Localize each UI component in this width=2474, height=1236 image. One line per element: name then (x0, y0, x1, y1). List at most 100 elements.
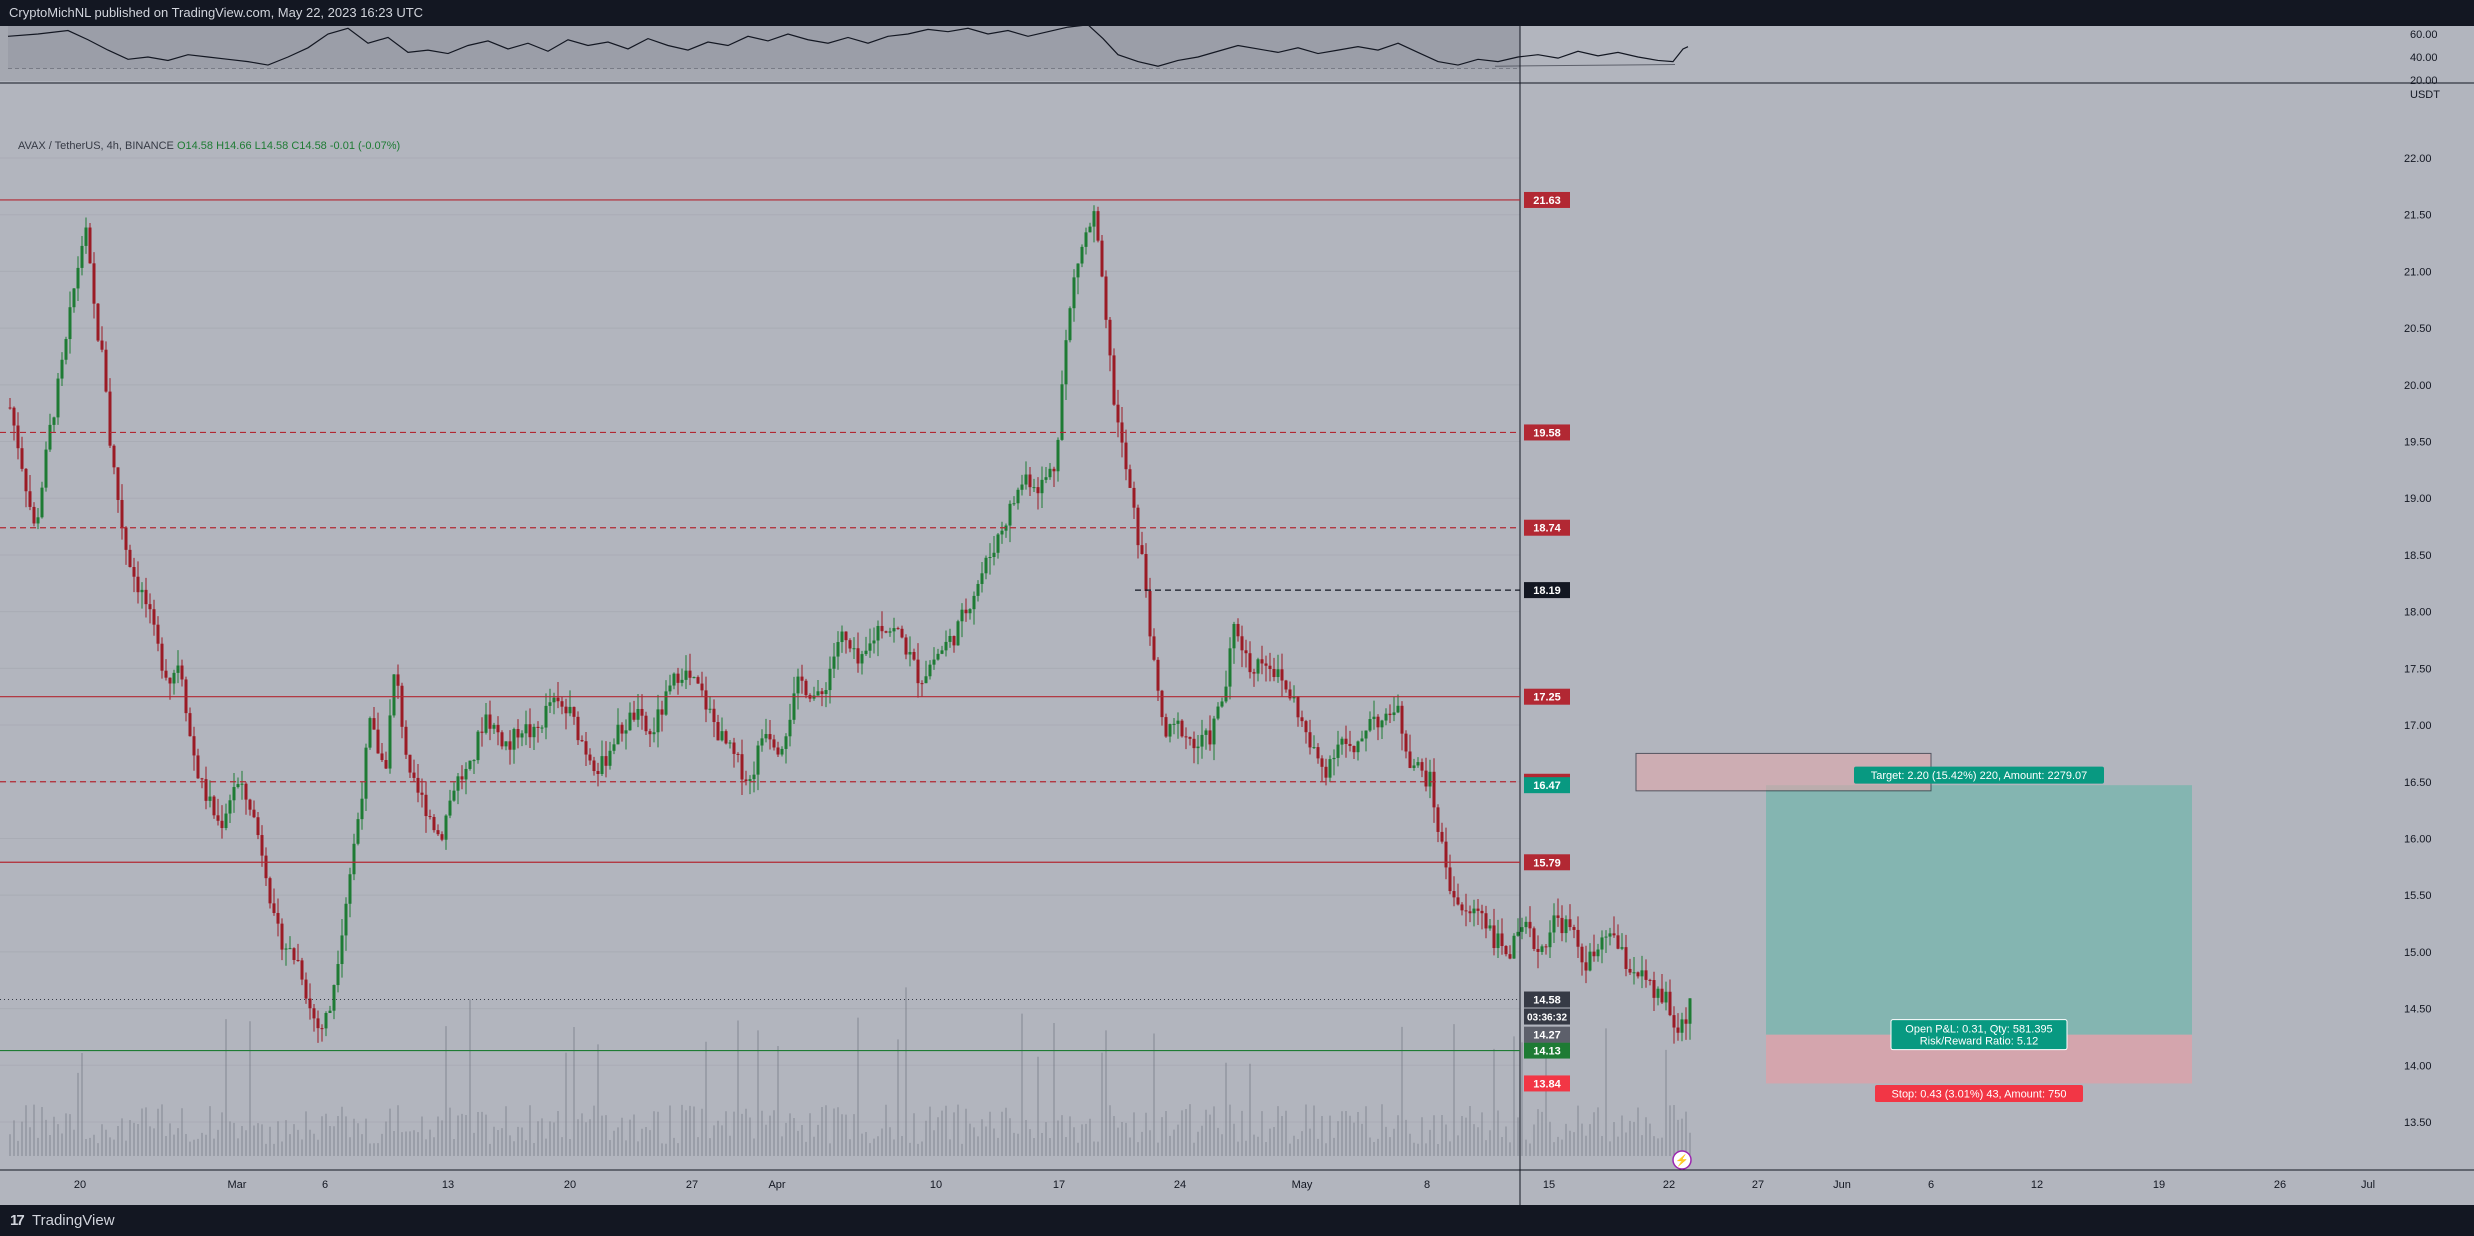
ohlc-change: -0.01 (-0.07%) (330, 140, 400, 152)
candle-body (868, 643, 872, 651)
candle-body (1572, 927, 1576, 930)
candle-body (16, 425, 20, 449)
candle-body (1356, 741, 1360, 753)
candle-body (1340, 738, 1344, 745)
candle-body (276, 912, 280, 924)
candle-body (1224, 686, 1228, 702)
candle-body (1384, 713, 1388, 721)
candle-body (520, 733, 524, 738)
candle-body (1616, 935, 1620, 949)
candle-body (1648, 979, 1652, 981)
candle-body (416, 777, 420, 793)
price-tick-label: 18.00 (2404, 607, 2432, 619)
candle-body (48, 424, 52, 450)
candle-body (764, 734, 768, 739)
candle-body (212, 796, 216, 816)
candle-body (984, 557, 988, 574)
candle-body (168, 677, 172, 684)
candle-body (468, 760, 472, 769)
candle-body (504, 741, 508, 747)
candle-body (1436, 807, 1440, 832)
candle-body (1612, 933, 1616, 936)
candle-body (1432, 771, 1436, 808)
candle-body (948, 635, 952, 642)
candle-body (328, 1010, 332, 1014)
candle-body (1472, 908, 1476, 914)
candle-body (1480, 910, 1484, 914)
candle-body (864, 650, 868, 655)
candle-body (1192, 738, 1196, 749)
candle-body (1312, 747, 1316, 749)
candle-body (1264, 663, 1268, 666)
candle-body (1164, 717, 1168, 737)
candle-body (828, 668, 832, 691)
candle-body (716, 722, 720, 741)
tradingview-logo-text[interactable]: TradingView (32, 1212, 115, 1229)
candle-body (960, 609, 964, 622)
price-badge (1524, 1008, 1570, 1025)
price-tick-label: 16.50 (2404, 777, 2432, 789)
price-axis[interactable]: USDT 22.00 21.50 21.00 20.50 20.00 19.50 19.00 1… (1522, 26, 2474, 1205)
candle-body (916, 659, 920, 684)
candle-body (1108, 319, 1112, 356)
candle-body (1656, 988, 1660, 998)
candle-body (380, 753, 384, 761)
position-open-label: Open P&L: 0.31, Qty: 581.395 (1905, 1024, 2052, 1036)
candle-body (220, 820, 224, 829)
candle-body (1644, 970, 1648, 980)
candle-body (1288, 689, 1292, 699)
candle-body (1584, 962, 1588, 971)
candle-body (252, 809, 256, 818)
candle-body (888, 631, 892, 633)
candle-body (256, 817, 260, 836)
candle-body (816, 691, 820, 696)
time-tick-label: Mar (228, 1179, 247, 1191)
publish-header: CryptoMichNL published on TradingView.co… (0, 0, 2474, 26)
candle-body (476, 731, 480, 761)
time-axis[interactable]: 20 Mar 6 13 20 27 Apr 10 17 24 May 8 15 22 27 Jun 6 12 19 2… (0, 1150, 2474, 1191)
chart-svg[interactable]: 60.00 40.00 20.00 21.63 19.58 18.74 18.19 17.2… (0, 22, 2474, 1205)
candle-body (1048, 468, 1052, 478)
price-tick-label: 20.00 (2404, 380, 2432, 392)
candle-body (260, 835, 264, 856)
tradingview-logo-icon[interactable]: 17 (10, 1212, 25, 1229)
time-tick-label: 12 (2031, 1179, 2043, 1191)
candle-body (1292, 696, 1296, 699)
candle-body (904, 637, 908, 655)
candle-body (24, 468, 28, 492)
candle-body (1020, 484, 1024, 490)
candle-body (516, 729, 520, 738)
candle-body (1668, 991, 1672, 1016)
candle-body (64, 339, 68, 360)
candle-body (44, 449, 48, 488)
candle-body (1444, 841, 1448, 868)
price-badge-label: 14.27 (1533, 1030, 1561, 1042)
candle-body (1328, 759, 1332, 778)
price-tick-label: 21.50 (2404, 210, 2432, 222)
candle-body (524, 724, 528, 734)
long-position-tool[interactable]: Target: 2.20 (15.42%) 220, Amount: 2279.… (1635, 752, 2192, 1102)
candle-body (324, 1013, 328, 1029)
position-target-label-bg (1854, 766, 2104, 784)
candle-body (320, 1028, 324, 1030)
candle-body (976, 583, 980, 596)
candle-body (428, 816, 432, 818)
candle-body (1524, 921, 1528, 928)
candle-body (456, 776, 460, 791)
position-open-label-bg (1890, 1019, 2068, 1051)
candle-body (992, 552, 996, 558)
level-price-label: 18.74 (1533, 523, 1561, 535)
chart-area[interactable]: 60.00 40.00 20.00 21.63 19.58 18.74 18.19 17.2… (0, 22, 2474, 1205)
level-price-badge (1524, 688, 1570, 705)
candle-body (1660, 988, 1664, 1003)
candle-body (612, 744, 616, 751)
candle-body (284, 948, 288, 950)
position-profit-zone (1766, 785, 2192, 1035)
time-tick-label: 27 (1752, 1179, 1764, 1191)
price-badge-label: 14.58 (1533, 995, 1561, 1007)
candle-body (248, 799, 252, 810)
candle-body (132, 567, 136, 577)
candle-body (584, 741, 588, 755)
candle-body (564, 706, 568, 714)
